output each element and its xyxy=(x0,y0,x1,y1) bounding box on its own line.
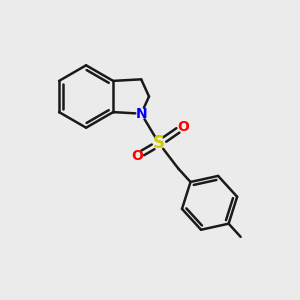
Text: O: O xyxy=(132,149,144,163)
Text: O: O xyxy=(177,120,189,134)
Text: S: S xyxy=(153,134,165,152)
Text: N: N xyxy=(135,107,147,121)
